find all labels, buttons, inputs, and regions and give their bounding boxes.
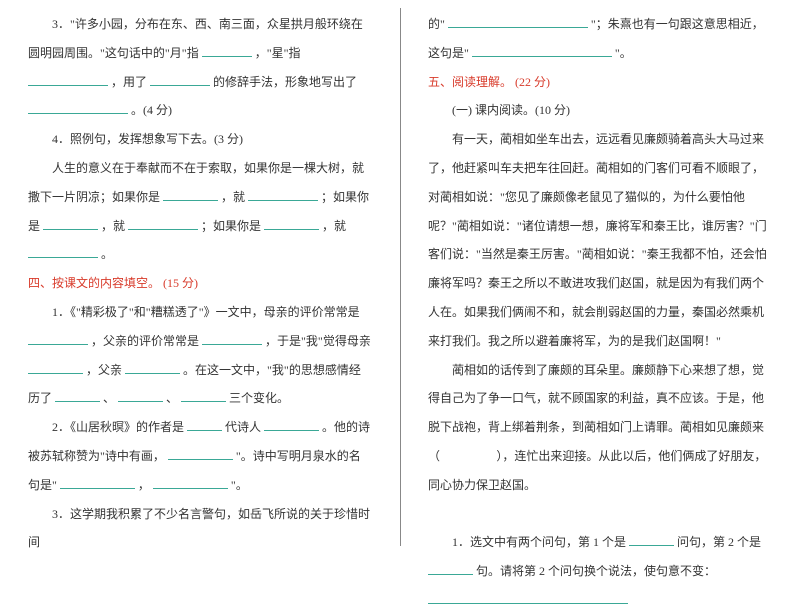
s4q2-e: ， <box>138 478 150 492</box>
section-5-title: 五、阅读理解。 <box>428 75 512 89</box>
section-4-score: (15 分) <box>163 276 198 290</box>
q3-text-b: ，"星"指 <box>255 46 301 60</box>
rq1: 1．选文中有两个问句，第 1 个是 问句，第 2 个是 句。请将第 2 个问句换… <box>428 528 772 614</box>
column-divider <box>400 8 401 546</box>
section-4-title: 四、按课文的内容填空。 <box>28 276 160 290</box>
blank <box>153 474 228 488</box>
blank <box>472 42 612 56</box>
q4-body: 人生的意义在于奉献而不在于索取，如果你是一棵大树，就撒下一片阴凉；如果你是 ，就… <box>28 154 372 269</box>
s4q2: 2．《山居秋暝》的作者是 代诗人 。他的诗被苏轼称赞为"诗中有画， "。诗中写明… <box>28 413 372 499</box>
blank <box>28 330 88 344</box>
s4q1-h: 三个变化。 <box>229 391 289 405</box>
s4q3: 3．这学期我积累了不少名言警句，如岳飞所说的关于珍惜时间 <box>28 500 372 558</box>
blank <box>60 474 135 488</box>
q3-text-e: 。(4 分) <box>131 103 172 117</box>
blank <box>28 244 98 258</box>
passage-1: 有一天，蔺相如坐车出去，远远看见廉颇骑着高头大马过来了，他赶紧叫车夫把车往回赶。… <box>428 125 772 355</box>
q3-text-d: 的修辞手法，形象地写出了 <box>213 75 357 89</box>
blank <box>28 71 108 85</box>
rq1-b: 问句，第 2 个是 <box>677 535 761 549</box>
blank <box>28 100 128 114</box>
section-4-header: 四、按课文的内容填空。 (15 分) <box>28 269 372 298</box>
right-column: 的" "；朱熹也有一句跟这意思相近，这句是" "。 五、阅读理解。 (22 分)… <box>400 0 800 554</box>
sub1: (一) 课内阅读。(10 分) <box>428 96 772 125</box>
q4-f: ；如果你是 <box>201 219 261 233</box>
blank <box>428 590 628 604</box>
cont-c: "。 <box>615 46 632 60</box>
q3-text-c: ，用了 <box>111 75 147 89</box>
paren-blank <box>443 442 493 471</box>
left-column: 3．"许多小园，分布在东、西、南三面，众星拱月般环绕在圆明园周围。"这句话中的"… <box>0 0 400 554</box>
spacer <box>428 500 772 529</box>
blank <box>128 215 198 229</box>
cont-line: 的" "；朱熹也有一句跟这意思相近，这句是" "。 <box>428 10 772 68</box>
blank <box>629 532 674 546</box>
s4q1-g: 、 <box>166 391 178 405</box>
q4-h: 。 <box>101 247 113 261</box>
s4q1-b: ，父亲的评价常常是 <box>91 334 199 348</box>
blank <box>202 330 262 344</box>
s4q2-f: "。 <box>231 478 248 492</box>
s4q1-d: ，父亲 <box>86 363 122 377</box>
q3-line: 3．"许多小园，分布在东、西、南三面，众星拱月般环绕在圆明园周围。"这句话中的"… <box>28 10 372 125</box>
s4q1-f: 、 <box>103 391 115 405</box>
blank <box>150 71 210 85</box>
blank <box>125 359 180 373</box>
s4q1-a: 1．《"精彩极了"和"糟糕透了"》一文中，母亲的评价常常是 <box>52 305 360 319</box>
s4q1: 1．《"精彩极了"和"糟糕透了"》一文中，母亲的评价常常是 ，父亲的评价常常是 … <box>28 298 372 413</box>
section-5-score: (22 分) <box>515 75 550 89</box>
blank <box>264 417 319 431</box>
blank <box>202 42 252 56</box>
blank <box>43 215 98 229</box>
blank <box>428 561 473 575</box>
rq1-a: 1．选文中有两个问句，第 1 个是 <box>452 535 626 549</box>
blank <box>248 186 318 200</box>
blank <box>118 388 163 402</box>
passage-2: 蔺相如的话传到了廉颇的耳朵里。廉颇静下心来想了想，觉得自己为了争一口气，就不顾国… <box>428 356 772 500</box>
blank <box>181 388 226 402</box>
q3-text-a: 3．"许多小园，分布在东、西、南三面，众星拱月般环绕在圆明园周围。"这句话中的"… <box>28 17 363 60</box>
s4q2-b: 代诗人 <box>225 420 261 434</box>
blank <box>448 14 588 28</box>
cont-a: 的" <box>428 17 445 31</box>
blank <box>28 359 83 373</box>
s4q2-a: 2．《山居秋暝》的作者是 <box>52 420 184 434</box>
blank <box>163 186 218 200</box>
q4-e: ，就 <box>101 219 125 233</box>
q4-head: 4．照例句，发挥想象写下去。(3 分) <box>28 125 372 154</box>
q4-g: ，就 <box>322 219 346 233</box>
blank <box>168 446 233 460</box>
blank <box>264 215 319 229</box>
blank <box>55 388 100 402</box>
s4q1-c: ，于是"我"觉得母亲 <box>265 334 371 348</box>
section-5-header: 五、阅读理解。 (22 分) <box>428 68 772 97</box>
q4-c: ，就 <box>221 190 245 204</box>
rq1-c: 句。请将第 2 个问句换个说法，使句意不变： <box>476 564 716 578</box>
blank <box>187 417 222 431</box>
